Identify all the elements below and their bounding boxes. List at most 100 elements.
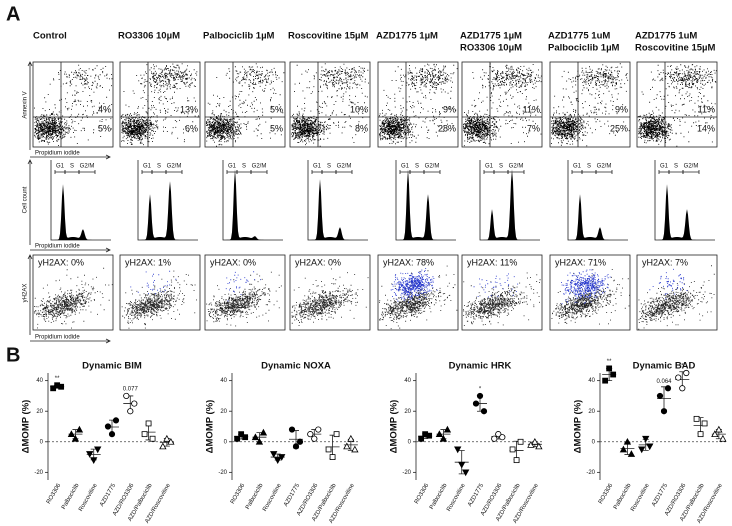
phase-label: G1	[228, 164, 237, 170]
h2ax-label: yH2AX: 0%	[38, 257, 84, 267]
percent-label: 10%	[350, 104, 368, 114]
point	[660, 408, 668, 415]
mean-sd	[270, 453, 285, 461]
cell-cloud	[34, 267, 113, 329]
point	[67, 430, 76, 438]
point	[679, 385, 686, 392]
h2ax-label: yH2AX: 11%	[467, 257, 517, 267]
point	[315, 426, 322, 433]
mean-sd	[657, 386, 671, 411]
y-axis-label: ΔMOMP (%)	[21, 400, 32, 454]
point	[108, 431, 116, 438]
phase-label: G2/M	[684, 164, 699, 170]
gate	[78, 170, 96, 174]
gate	[682, 170, 700, 174]
gate	[165, 170, 183, 174]
point	[90, 457, 98, 464]
chart-title: Dynamic BIM	[82, 361, 142, 372]
point	[288, 426, 296, 433]
phase-label: G1	[143, 164, 152, 170]
arrow	[27, 159, 33, 245]
point	[163, 434, 171, 442]
point	[159, 442, 167, 450]
mean-sd	[252, 432, 267, 443]
mean-sd	[602, 368, 617, 382]
label-bg	[122, 257, 180, 268]
phase-label: G2/M	[80, 164, 95, 170]
point	[351, 445, 359, 453]
phase-label: S	[415, 164, 419, 170]
x-tick-label: Roscovitine	[262, 482, 283, 512]
gate	[483, 170, 495, 174]
phase-label: G1	[56, 164, 65, 170]
arrow	[30, 338, 111, 344]
h2ax-label: yH2AX: 78%	[383, 257, 434, 267]
mean-sd	[141, 423, 156, 441]
percent-label: 5%	[270, 123, 283, 133]
percent-label: 7%	[527, 123, 540, 133]
plot-frame	[32, 61, 114, 148]
gate	[321, 170, 337, 174]
point	[238, 431, 245, 438]
y-axis-label: ΔMOMP (%)	[205, 400, 216, 454]
x-tick-label: Palbociclib	[61, 482, 81, 510]
point	[606, 365, 613, 372]
gate	[507, 170, 525, 174]
gate	[493, 170, 509, 174]
annotation: *	[479, 387, 482, 393]
phase-label: S	[157, 164, 161, 170]
point	[149, 435, 156, 442]
point	[333, 431, 340, 438]
gate	[236, 170, 252, 174]
phase-label: G2/M	[337, 164, 352, 170]
point	[619, 445, 628, 453]
point	[693, 415, 700, 422]
cell-cloud	[551, 63, 630, 147]
x-tick-label: RO3306	[46, 482, 63, 505]
point	[58, 383, 65, 390]
point	[167, 437, 175, 445]
point	[234, 435, 241, 442]
plot-frame	[32, 254, 114, 331]
point	[145, 420, 152, 427]
cell-cloud	[291, 63, 369, 147]
gate	[571, 170, 583, 174]
phase-label: G1	[573, 164, 582, 170]
phase-label: G1	[313, 164, 322, 170]
plot-frame	[377, 254, 459, 331]
plot-frame	[119, 61, 201, 148]
y-tick-label: 40	[220, 378, 227, 384]
percent-label: 14%	[697, 123, 715, 133]
h2ax-label: yH2AX: 7%	[642, 257, 688, 267]
axis-label: Annexin V	[23, 91, 29, 118]
x-tick-label: RO3306	[230, 482, 247, 505]
point	[307, 431, 314, 438]
y-tick-label: 40	[588, 378, 595, 384]
percent-label: 8%	[355, 123, 368, 133]
y-tick-label: 0	[40, 439, 44, 445]
phase-label: S	[327, 164, 331, 170]
mean-sd	[325, 434, 340, 459]
plot-frame	[461, 61, 543, 148]
gate	[141, 170, 153, 174]
gate	[226, 170, 238, 174]
point	[623, 437, 632, 445]
x-tick-label: RO3306	[414, 482, 431, 505]
y-tick-label: 20	[220, 409, 227, 415]
y-tick-label: 20	[588, 409, 595, 415]
point	[104, 423, 112, 430]
point	[602, 377, 609, 384]
phase-label: S	[499, 164, 503, 170]
cell-cloud	[638, 265, 715, 330]
x-tick-label: AZD1775	[283, 482, 301, 508]
column-title: Roscovitine 15µM	[288, 31, 369, 42]
axis-label: Propidium iodide	[35, 151, 80, 157]
cell-cloud	[379, 63, 458, 145]
cell-cloud	[551, 269, 630, 325]
point	[443, 425, 452, 433]
phase-label: G1	[401, 164, 410, 170]
annotation: *	[681, 364, 684, 370]
percent-label: 11%	[523, 104, 540, 114]
label-bg	[380, 257, 438, 268]
point	[292, 443, 300, 450]
